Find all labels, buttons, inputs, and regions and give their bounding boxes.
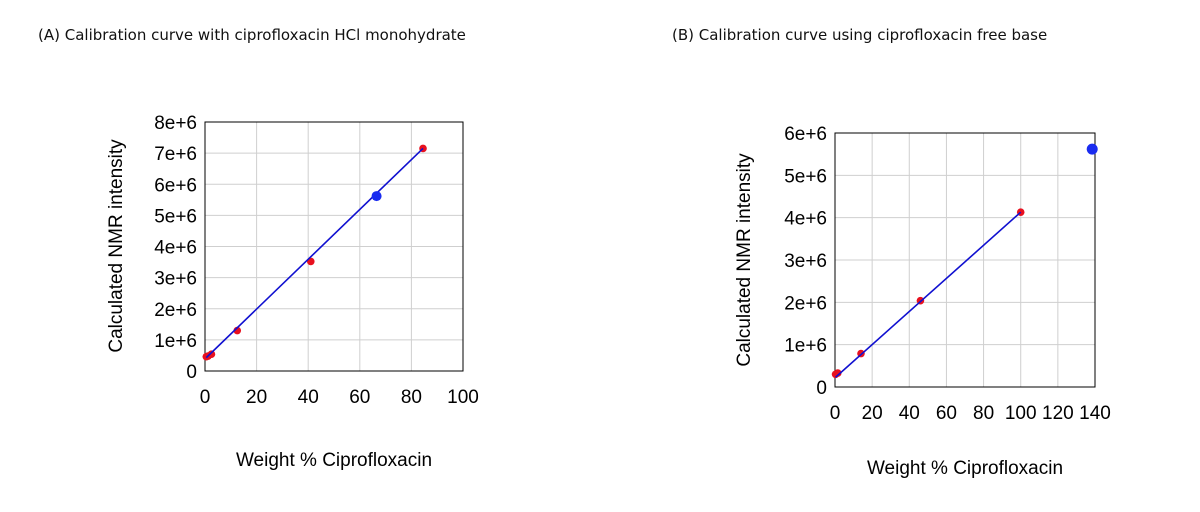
y-tick-label: 3e+6: [154, 269, 197, 290]
x-tick-label: 120: [1042, 403, 1074, 424]
unknown-sample-point: [371, 191, 382, 202]
y-tick-label: 1e+6: [154, 331, 197, 352]
y-tick-label: 4e+6: [784, 209, 827, 230]
calibration-point: [207, 350, 216, 358]
x-axis-label: Weight % Ciprofloxacin: [867, 458, 1063, 479]
x-tick-label: 20: [246, 387, 267, 408]
x-tick-label: 100: [1005, 403, 1037, 424]
x-tick-label: 60: [936, 403, 957, 424]
chart-a: 0 20 40 60 80 100 0 1e+6 2e+6 3e+6 4e+6 5e+6 6e+6 7e+…: [106, 113, 479, 471]
unknown-sample-point: [1086, 143, 1098, 155]
y-tick-label: 6e+6: [784, 124, 827, 145]
x-tick-label: 40: [899, 403, 920, 424]
x-tick-label: 0: [830, 403, 841, 424]
x-tick-label: 60: [349, 387, 370, 408]
y-tick-label: 2e+6: [784, 293, 827, 314]
y-tick-label: 8e+6: [154, 113, 197, 134]
y-tick-label: 7e+6: [154, 144, 197, 165]
y-tick-label: 0: [816, 378, 827, 399]
y-axis-label: Calculated NMR intensity: [734, 153, 755, 367]
y-tick-label: 0: [186, 362, 197, 383]
x-tick-label: 140: [1079, 403, 1111, 424]
y-tick-label: 2e+6: [154, 300, 197, 321]
y-tick-label: 5e+6: [154, 206, 197, 227]
chart-a-title: (A) Calibration curve with ciprofloxacin…: [38, 26, 466, 44]
y-tick-label: 1e+6: [784, 336, 827, 357]
y-tick-label: 3e+6: [784, 251, 827, 272]
y-tick-label: 5e+6: [784, 166, 827, 187]
x-tick-label: 80: [401, 387, 422, 408]
x-tick-label: 0: [200, 387, 211, 408]
plot-frame: [834, 132, 1096, 388]
chart-b-title: (B) Calibration curve using ciprofloxaci…: [672, 26, 1048, 44]
x-tick-label: 80: [973, 403, 994, 424]
plot-frame: [204, 121, 464, 372]
fit-line: [835, 211, 1022, 378]
x-axis-label: Weight % Ciprofloxacin: [236, 450, 432, 471]
x-tick-label: 20: [862, 403, 883, 424]
y-axis-label: Calculated NMR intensity: [106, 139, 127, 353]
x-tick-label: 100: [447, 387, 479, 408]
calibration-point: [833, 369, 842, 377]
y-tick-label: 4e+6: [154, 238, 197, 259]
x-tick-label: 40: [298, 387, 319, 408]
chart-b: 0 20 40 60 80 100 120 140 0 1e+6 2e+6 3e+6 4e+6 5e+6 6…: [734, 124, 1111, 479]
y-tick-label: 6e+6: [154, 175, 197, 196]
fit-line: [205, 147, 424, 359]
